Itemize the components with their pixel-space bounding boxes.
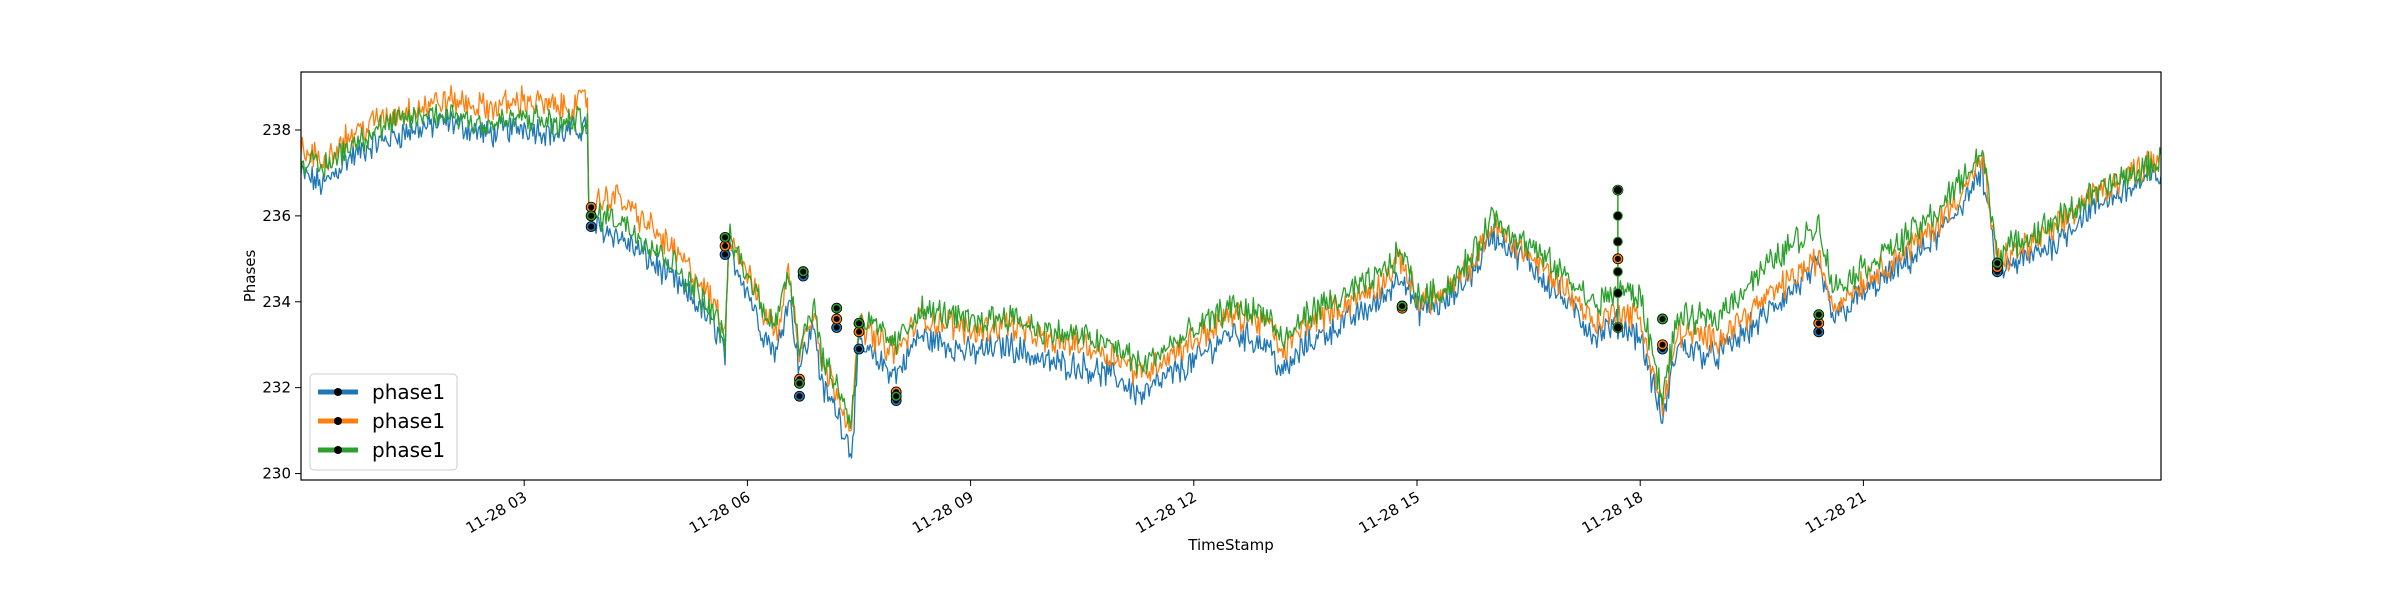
- marker-core-s2-2: [722, 242, 729, 249]
- legend: phase1 phase1 phase1: [309, 373, 458, 471]
- marker-core-s3-7: [893, 393, 900, 400]
- spike-marker-1-1: [1612, 322, 1623, 333]
- marker-core-s2-1: [588, 204, 595, 211]
- marker-core-s3-5: [833, 305, 840, 312]
- legend-marker-3: [334, 446, 342, 454]
- series-line-1: [301, 108, 2161, 459]
- spike-marker-1-6: [1612, 185, 1623, 196]
- x-axis-title: TimeStamp: [1187, 536, 1273, 554]
- marker-core-s3-11: [1815, 311, 1822, 318]
- plot-frame: [300, 71, 2162, 481]
- marker-core-s2-6: [856, 328, 862, 335]
- y-tick-label-3: 234: [262, 293, 291, 311]
- marker-core-s2-11: [1815, 320, 1822, 327]
- y-tick-label-2: 232: [262, 379, 291, 397]
- spike-marker-1-3: [1612, 266, 1623, 277]
- marker-core-s3-12: [1994, 260, 2001, 267]
- marker-core-s3-6: [856, 320, 862, 327]
- spike-marker-1-2: [1612, 288, 1623, 299]
- y-tick-label-5: 238: [262, 121, 291, 139]
- legend-marker-1: [334, 388, 342, 396]
- marker-core-s2-5: [833, 315, 840, 322]
- legend-label-3: phase1: [372, 438, 445, 462]
- spike-marker-1-5: [1612, 210, 1623, 221]
- marker-core-s1-1: [588, 223, 595, 230]
- series-line-3: [301, 103, 2161, 429]
- marker-core-s3-10: [1659, 315, 1666, 322]
- marker-core-s3-8: [1399, 303, 1406, 310]
- marker-core-s3-1: [588, 212, 595, 219]
- marker-core-s1-11: [1815, 328, 1822, 335]
- y-tick-label-1: 230: [262, 465, 291, 483]
- marker-core-s1-3: [796, 393, 803, 400]
- y-axis-title: Phases: [241, 250, 259, 303]
- marker-core-s1-6: [856, 346, 862, 353]
- marker-core-s3-2: [722, 234, 729, 241]
- marker-core-s2-9: [1614, 255, 1621, 262]
- y-axis: 230 232 234 236 238: [262, 121, 301, 483]
- series-layer: [301, 84, 2161, 459]
- legend-box: [309, 373, 458, 471]
- marker-core-s1-2: [722, 251, 729, 258]
- marker-core-s3-4: [800, 268, 807, 275]
- legend-label-1: phase1: [372, 380, 445, 404]
- y-tick-label-4: 236: [262, 207, 291, 225]
- marker-core-s2-10: [1659, 341, 1666, 348]
- marker-core-s3-3: [796, 380, 803, 387]
- legend-label-2: phase1: [372, 409, 445, 433]
- spike-marker-1-4: [1612, 236, 1623, 247]
- marker-core-s1-5: [833, 324, 840, 331]
- legend-marker-2: [334, 417, 342, 425]
